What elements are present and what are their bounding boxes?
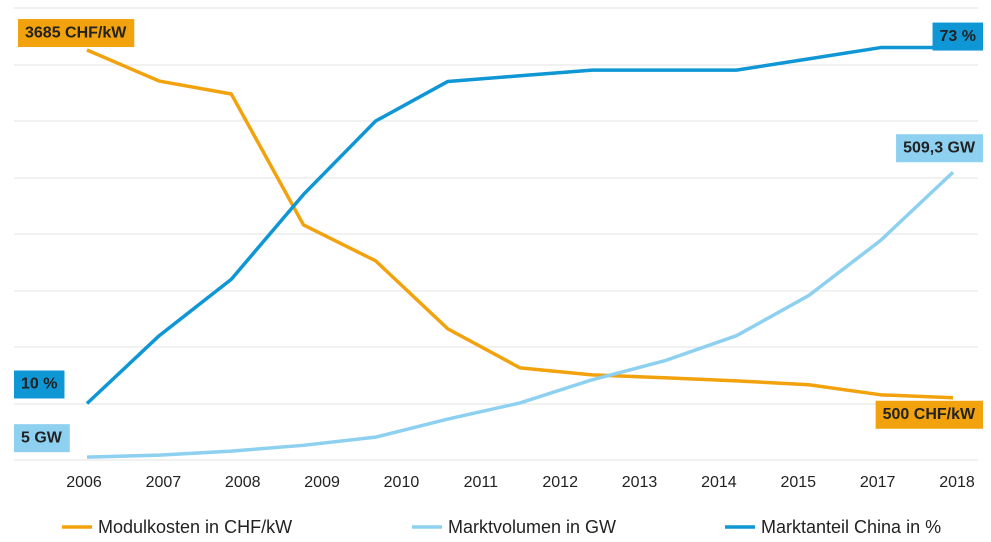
x-tick-label: 2008	[225, 474, 261, 491]
value-label: 5 GW	[14, 424, 70, 453]
value-label-box	[14, 370, 65, 399]
value-label-text: 509,3 GW	[903, 139, 976, 156]
x-tick-label: 2018	[939, 474, 975, 491]
x-tick-label: 2012	[542, 474, 578, 491]
value-label: 509,3 GW	[896, 134, 983, 163]
value-label-text: 3685 CHF/kW	[25, 24, 127, 41]
legend-label: Marktanteil China in %	[761, 517, 941, 537]
value-label: 3685 CHF/kW	[18, 19, 135, 48]
value-label-box	[875, 400, 983, 429]
series-line	[86, 170, 955, 459]
value-label-box	[18, 19, 135, 48]
x-tick-label: 2017	[860, 474, 896, 491]
value-label-text: 5 GW	[21, 429, 63, 446]
value-label: 500 CHF/kW	[875, 400, 983, 429]
legend-label: Modulkosten in CHF/kW	[98, 517, 292, 537]
x-tick-label: 2014	[701, 474, 737, 491]
x-tick-label: 2011	[464, 474, 499, 491]
value-label: 73 %	[932, 22, 983, 51]
value-label-text: 73 %	[940, 28, 976, 45]
x-tick-label: 2006	[66, 474, 102, 491]
value-label: 10 %	[14, 370, 65, 399]
x-tick-label: 2007	[146, 474, 182, 491]
legend-label: Marktvolumen in GW	[448, 517, 616, 537]
x-tick-label: 2013	[622, 474, 658, 491]
x-tick-label: 2009	[304, 474, 340, 491]
value-label-box	[932, 22, 983, 51]
value-label-text: 500 CHF/kW	[883, 406, 976, 423]
value-label-box	[896, 134, 983, 163]
value-label-text: 10 %	[21, 376, 57, 393]
value-label-box	[14, 424, 70, 453]
x-tick-label: 2010	[384, 474, 420, 491]
gridlines	[14, 7, 978, 461]
series-line	[86, 48, 954, 400]
x-tick-label: 2015	[780, 474, 816, 491]
series-line	[85, 45, 953, 405]
